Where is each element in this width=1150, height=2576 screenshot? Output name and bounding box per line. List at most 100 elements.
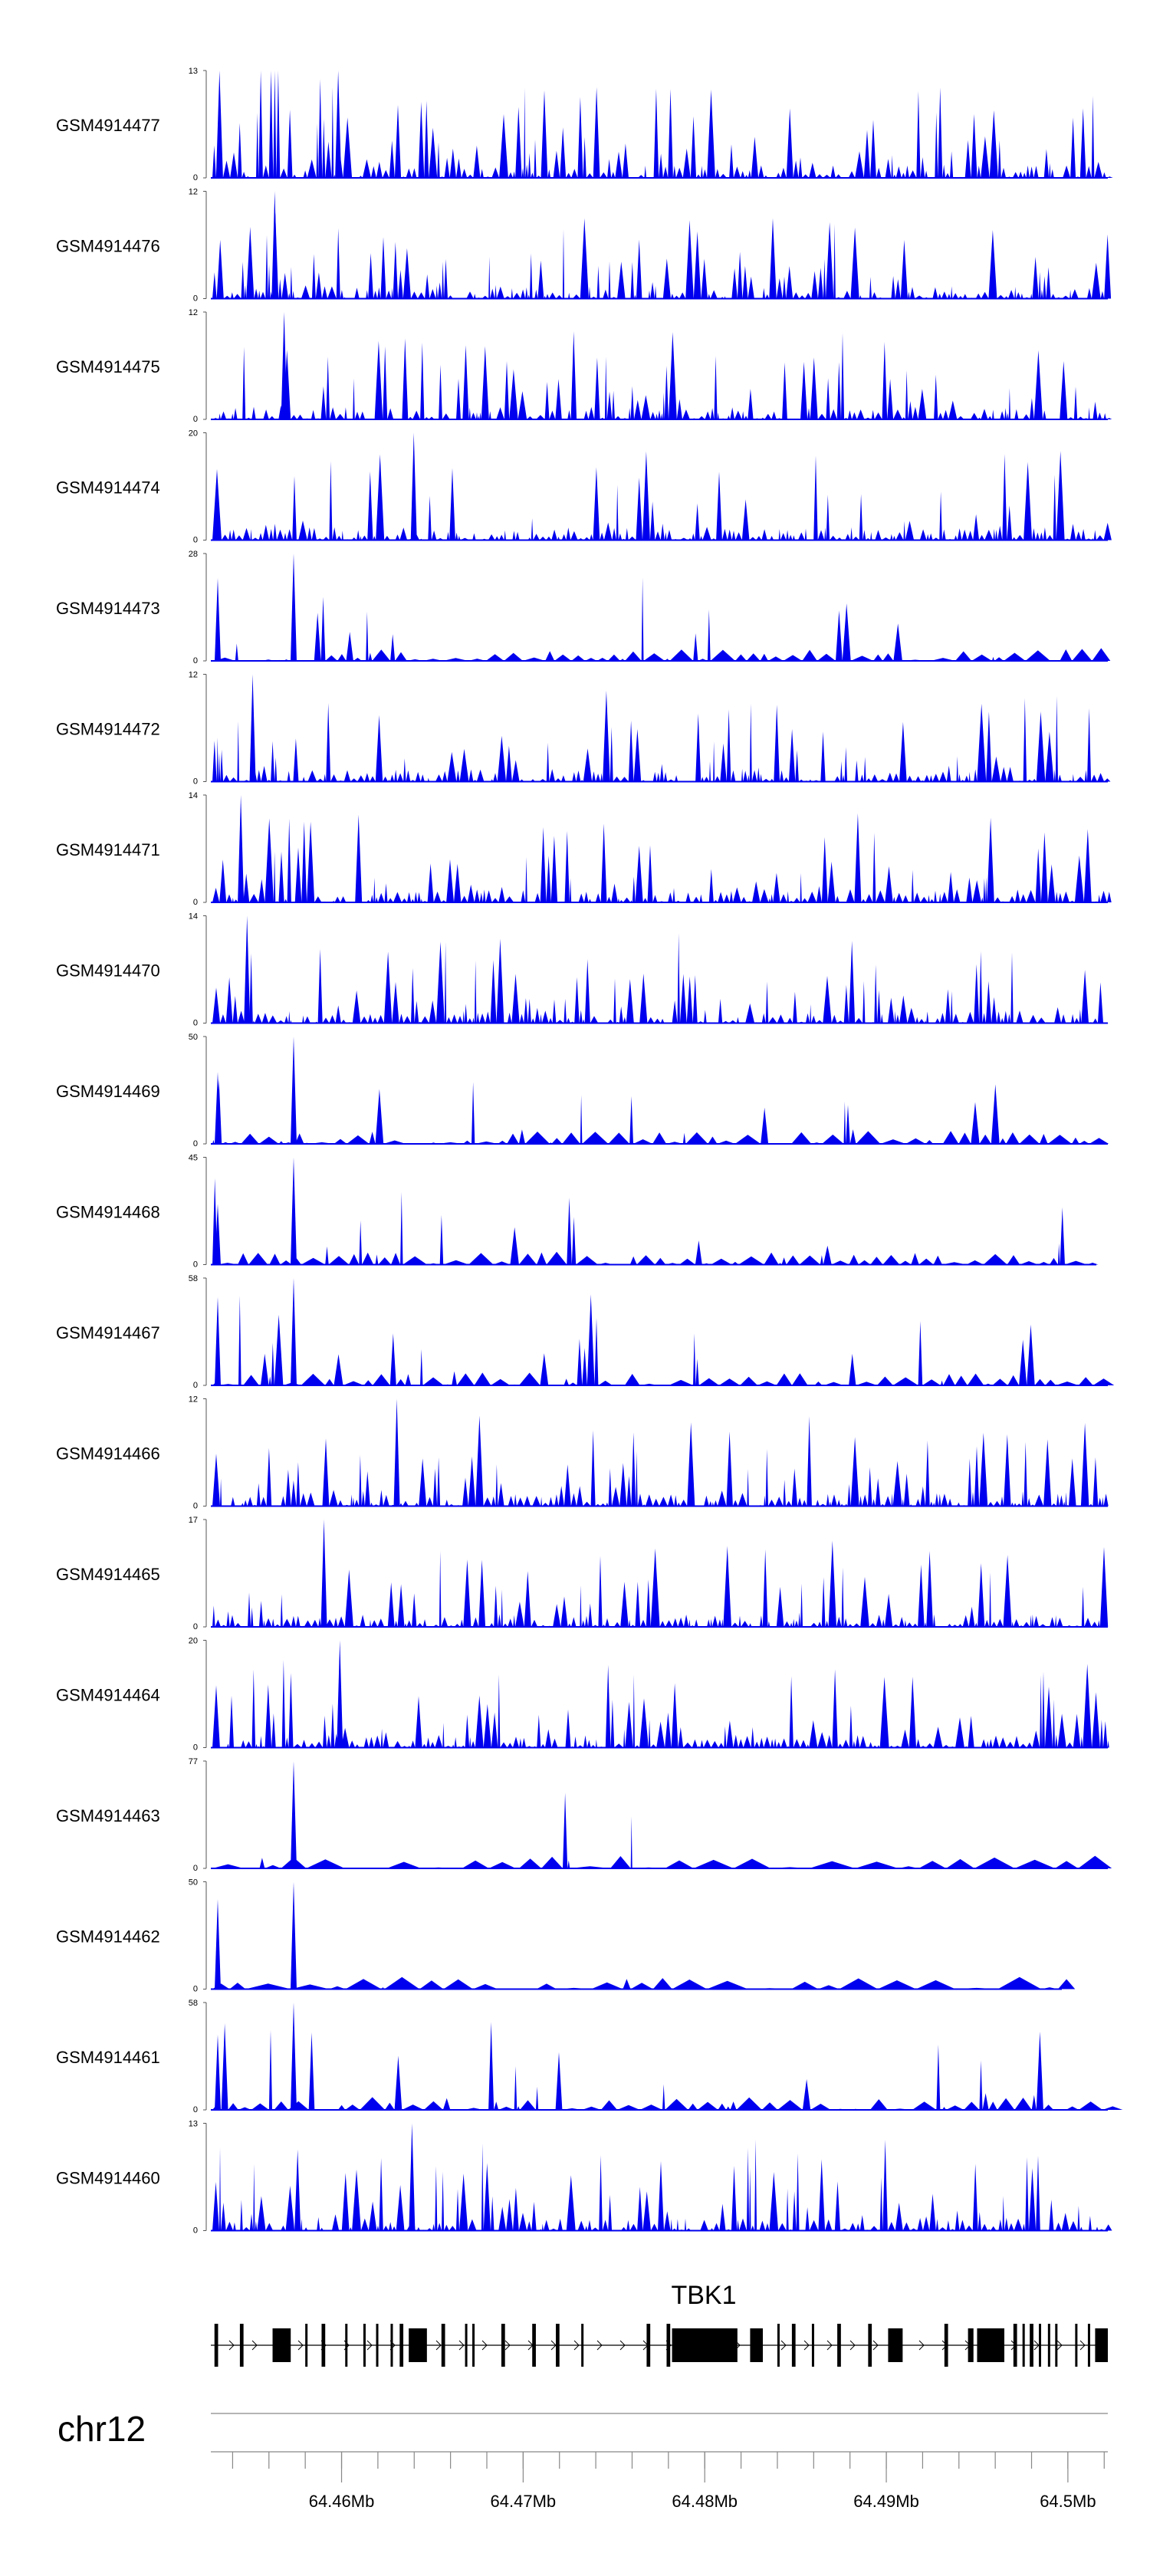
strand-arrow <box>849 2340 856 2351</box>
exon <box>666 2324 671 2367</box>
strand-arrow <box>918 2340 925 2351</box>
exon <box>272 2328 291 2362</box>
coverage-area <box>211 1540 1109 1627</box>
exon <box>390 2324 393 2367</box>
track-GSM4914461: GSM4914461 58 0 <box>56 1999 1123 2114</box>
track-GSM4914469: GSM4914469 50 0 <box>56 1033 1109 1148</box>
track-label: GSM4914473 <box>56 599 160 618</box>
track-label: GSM4914467 <box>56 1323 160 1342</box>
track-GSM4914476: GSM4914476 12 0 <box>56 187 1112 303</box>
coverage-area <box>211 1294 1115 1385</box>
coverage-area <box>211 813 1112 902</box>
track-GSM4914473: GSM4914473 28 0 <box>56 550 1111 665</box>
exon <box>472 2324 475 2367</box>
exon <box>501 2324 505 2367</box>
exon <box>214 2324 219 2367</box>
y-max-label: 50 <box>189 1878 198 1887</box>
track-label: GSM4914469 <box>56 1082 160 1101</box>
exon <box>376 2324 379 2367</box>
y-min-label: 0 <box>193 1864 198 1873</box>
coverage-peak <box>335 71 342 178</box>
strand-arrow <box>1056 2340 1063 2351</box>
tick-label: 64.48Mb <box>672 2492 738 2511</box>
track-label: GSM4914472 <box>56 719 160 738</box>
y-min-label: 0 <box>193 1381 198 1390</box>
track-GSM4914472: GSM4914472 12 0 <box>56 670 1111 786</box>
track-label: GSM4914477 <box>56 116 160 135</box>
track-GSM4914464: GSM4914464 20 0 <box>56 1636 1109 1752</box>
y-min-label: 0 <box>193 173 198 182</box>
y-max-label: 58 <box>189 1999 198 2008</box>
track-label: GSM4914463 <box>56 1806 160 1825</box>
coverage-peak <box>409 2123 416 2231</box>
strand-arrow <box>504 2340 511 2351</box>
exon <box>1075 2324 1078 2367</box>
strand-arrow <box>228 2340 235 2351</box>
tick-label: 64.5Mb <box>1040 2492 1096 2511</box>
coverage-peak <box>238 795 245 902</box>
y-max-label: 20 <box>189 1636 198 1645</box>
coverage-peak <box>337 1640 343 1748</box>
strand-arrow <box>458 2340 465 2351</box>
coverage-peak <box>291 1157 297 1265</box>
exon <box>750 2328 763 2362</box>
track-label: GSM4914470 <box>56 961 160 980</box>
exon <box>556 2324 560 2367</box>
exon <box>399 2324 404 2367</box>
exon <box>968 2328 974 2362</box>
exon <box>777 2324 780 2367</box>
strand-arrow <box>826 2340 833 2351</box>
strand-arrow <box>780 2340 787 2351</box>
exon <box>1022 2324 1025 2367</box>
y-max-label: 20 <box>189 429 198 438</box>
exon <box>305 2324 308 2367</box>
exon <box>791 2324 796 2367</box>
y-min-label: 0 <box>193 1501 198 1510</box>
track-label: GSM4914468 <box>56 1202 160 1221</box>
coverage-peak <box>244 915 251 1024</box>
y-min-label: 0 <box>193 1139 198 1148</box>
exon <box>532 2324 536 2367</box>
coverage-area <box>211 212 1112 299</box>
exon <box>888 2328 903 2362</box>
y-min-label: 0 <box>193 1622 198 1631</box>
y-min-label: 0 <box>193 898 198 907</box>
y-max-label: 17 <box>189 1516 198 1525</box>
strand-arrow <box>366 2340 373 2351</box>
track-GSM4914474: GSM4914474 20 0 <box>56 429 1112 544</box>
y-max-label: 13 <box>189 67 198 76</box>
coverage-peak <box>393 1398 400 1506</box>
gene-name: TBK1 <box>671 2281 736 2310</box>
coverage-peak <box>215 1899 221 1990</box>
track-label: GSM4914476 <box>56 236 160 255</box>
strand-arrow <box>803 2340 810 2351</box>
exon <box>1039 2324 1041 2367</box>
coverage-area <box>211 1976 1076 1990</box>
exon <box>465 2324 468 2367</box>
coverage-area <box>211 1415 1109 1506</box>
y-min-label: 0 <box>193 1984 198 1993</box>
coverage-peak <box>215 1204 221 1265</box>
y-min-label: 0 <box>193 2105 198 2114</box>
track-GSM4914462: GSM4914462 50 0 <box>56 1878 1076 1993</box>
coverage-area <box>211 1079 1109 1144</box>
coverage-tracks: GSM4914477130GSM4914476120GSM4914475120G… <box>56 67 1123 2235</box>
exon <box>1095 2328 1108 2362</box>
y-min-label: 0 <box>193 294 198 303</box>
coverage-peak <box>215 1296 221 1385</box>
exon <box>868 2324 872 2367</box>
coverage-peak <box>291 1278 297 1385</box>
strand-arrow <box>251 2340 258 2351</box>
y-max-label: 12 <box>189 670 198 679</box>
strand-arrow <box>596 2340 603 2351</box>
coverage-peak <box>281 312 288 419</box>
y-max-label: 58 <box>189 1274 198 1283</box>
track-label: GSM4914462 <box>56 1927 160 1946</box>
exon <box>345 2324 348 2367</box>
exon <box>1087 2324 1090 2367</box>
coverage-peak <box>320 1520 327 1627</box>
coverage-area <box>211 331 1112 419</box>
y-max-label: 13 <box>189 2119 198 2128</box>
track-label: GSM4914466 <box>56 1444 160 1463</box>
exon <box>977 2328 1004 2362</box>
